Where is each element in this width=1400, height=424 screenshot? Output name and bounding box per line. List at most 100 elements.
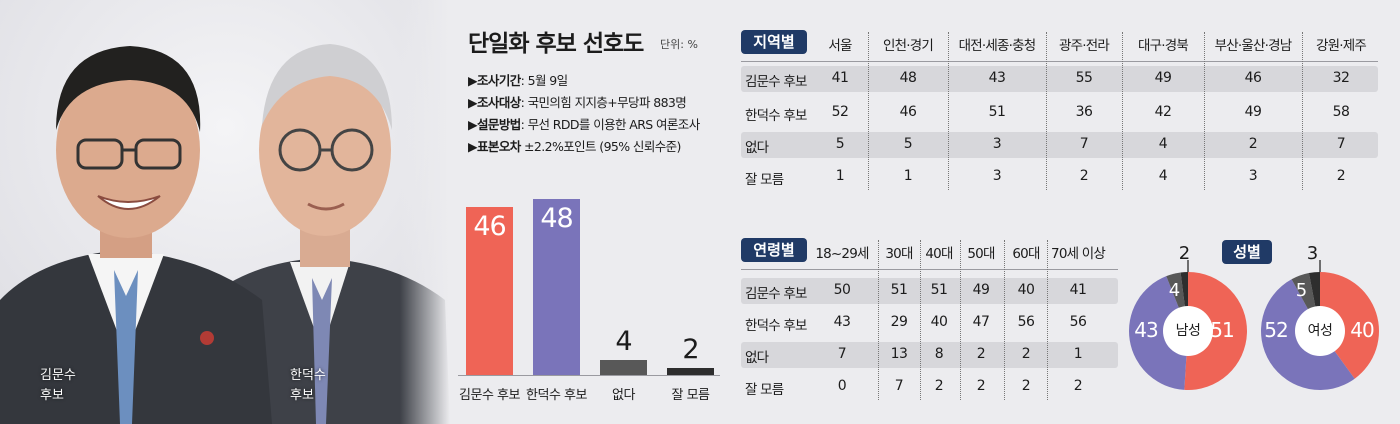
table-cell: 55 (1075, 70, 1093, 86)
table-cell: 51 (988, 104, 1006, 120)
table-cell: 1 (903, 168, 913, 184)
table-cell: 1 (835, 168, 845, 184)
column-separator (920, 240, 921, 400)
column-separator (1302, 32, 1303, 190)
table-cell: 42 (1154, 104, 1172, 120)
donut-value-label: 52 (1264, 318, 1288, 342)
table-cell: 58 (1332, 104, 1350, 120)
table-cell: 2 (1021, 378, 1031, 394)
column-header: 광주·전라 (1059, 38, 1110, 54)
row-label: 없다 (745, 140, 769, 156)
table-cell: 40 (930, 314, 948, 330)
info-key: ▶조사대상 (468, 95, 521, 110)
column-header: 30대 (885, 246, 913, 262)
table-cell: 8 (934, 346, 944, 362)
table-cell: 49 (1244, 104, 1262, 120)
info-value: ±2.2%포인트 (95% 신뢰수준) (520, 139, 681, 154)
column-separator (1004, 240, 1005, 400)
column-separator (878, 240, 879, 400)
row-label: 없다 (745, 350, 769, 366)
column-header: 40대 (925, 246, 953, 262)
bar-2 (600, 360, 647, 375)
table-cell: 49 (1154, 70, 1172, 86)
photo-title-han: 후보 (290, 388, 314, 403)
table-cell: 2 (976, 346, 986, 362)
donut-slice (1184, 272, 1247, 390)
table-cell: 46 (1244, 70, 1262, 86)
row-label: 김문수 후보 (745, 74, 807, 90)
header-divider (741, 269, 1118, 270)
table-cell: 4 (1158, 136, 1168, 152)
chart-title: 단일화 후보 선호도 (468, 31, 644, 57)
table-cell: 32 (1332, 70, 1350, 86)
bar-category-label: 김문수 후보 (459, 388, 520, 403)
info-value: : 국민의힘 지지층+무당파 883명 (520, 95, 687, 110)
table-cell: 47 (972, 314, 990, 330)
table-cell: 52 (831, 104, 849, 120)
donut-value-label: 4 (1168, 280, 1180, 301)
column-separator (1047, 240, 1048, 400)
donut-value-label: 5 (1295, 280, 1307, 301)
row-label: 한덕수 후보 (745, 108, 807, 124)
table-cell: 0 (837, 378, 847, 394)
info-survey-period: ▶조사기간: 5월 9일 (468, 70, 568, 89)
table-cell: 48 (899, 70, 917, 86)
bar-value-label: 46 (473, 210, 506, 242)
column-separator (1122, 32, 1123, 190)
table-cell: 3 (1248, 168, 1258, 184)
info-survey-target: ▶조사대상: 국민의힘 지지층+무당파 883명 (468, 92, 687, 111)
table-cell: 50 (833, 282, 851, 298)
bar-3 (667, 367, 714, 375)
bar-category-label: 없다 (612, 388, 635, 403)
column-separator (1046, 32, 1047, 190)
row-stripe (741, 66, 1378, 92)
donut-value-label: 3 (1306, 243, 1318, 264)
info-key: ▶설문방법 (468, 117, 521, 132)
info-survey-method: ▶설문방법: 무선 RDD를 이용한 ARS 여론조사 (468, 114, 700, 133)
donut-value-label: 2 (1178, 243, 1190, 264)
age-table-tag: 연령별 (741, 238, 807, 262)
bar-1 (533, 199, 580, 375)
bar-0 (466, 206, 513, 375)
row-label: 잘 모름 (745, 172, 784, 188)
donut-slice (1129, 276, 1188, 390)
column-separator (1204, 32, 1205, 190)
table-cell: 7 (1336, 136, 1346, 152)
table-cell: 2 (976, 378, 986, 394)
table-cell: 41 (831, 70, 849, 86)
table-cell: 2 (1336, 168, 1346, 184)
photo-name-han: 한덕수 (290, 368, 326, 383)
table-cell: 40 (1017, 282, 1035, 298)
column-separator (960, 240, 961, 400)
table-cell: 43 (833, 314, 851, 330)
table-cell: 7 (1079, 136, 1089, 152)
column-header: 인천·경기 (883, 38, 934, 54)
table-cell: 46 (899, 104, 917, 120)
row-label: 잘 모름 (745, 382, 784, 398)
table-cell: 1 (1073, 346, 1083, 362)
table-cell: 29 (890, 314, 908, 330)
portrait-kim (0, 46, 272, 424)
column-separator (868, 32, 869, 190)
table-cell: 7 (837, 346, 847, 362)
column-header: 부산·울산·경남 (1214, 38, 1293, 54)
table-cell: 3 (992, 168, 1002, 184)
table-cell: 43 (988, 70, 1006, 86)
table-cell: 51 (930, 282, 948, 298)
table-cell: 51 (890, 282, 908, 298)
donut-slice (1320, 272, 1379, 379)
column-header: 60대 (1012, 246, 1040, 262)
region-table-tag: 지역별 (741, 30, 807, 54)
photo-caption-han: 한덕수 후보 (290, 366, 326, 406)
candidate-photos-illustration (0, 0, 450, 424)
table-cell: 7 (894, 378, 904, 394)
table-cell: 5 (903, 136, 913, 152)
table-cell: 2 (934, 378, 944, 394)
info-value: : 5월 9일 (520, 73, 568, 88)
row-stripe (741, 342, 1118, 368)
column-header: 18~29세 (815, 246, 869, 262)
info-value: : 무선 RDD를 이용한 ARS 여론조사 (520, 117, 701, 132)
